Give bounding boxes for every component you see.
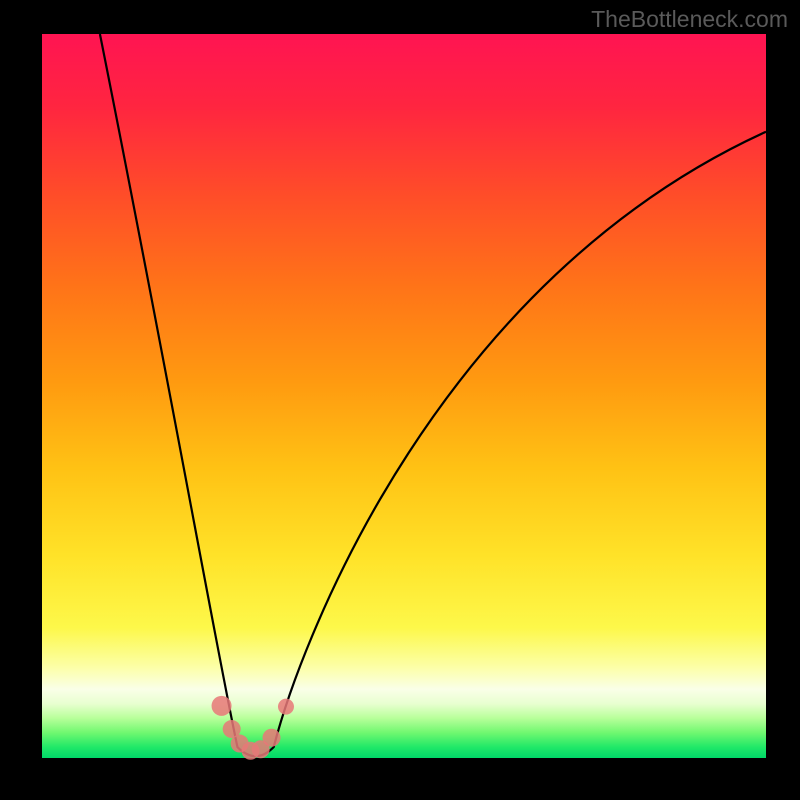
watermark-text: TheBottleneck.com <box>591 6 788 33</box>
bottleneck-chart <box>0 0 800 800</box>
gradient-background <box>42 34 766 758</box>
chart-container: TheBottleneck.com <box>0 0 800 800</box>
marker-point <box>278 699 294 715</box>
marker-point <box>263 729 281 747</box>
marker-point <box>212 696 232 716</box>
